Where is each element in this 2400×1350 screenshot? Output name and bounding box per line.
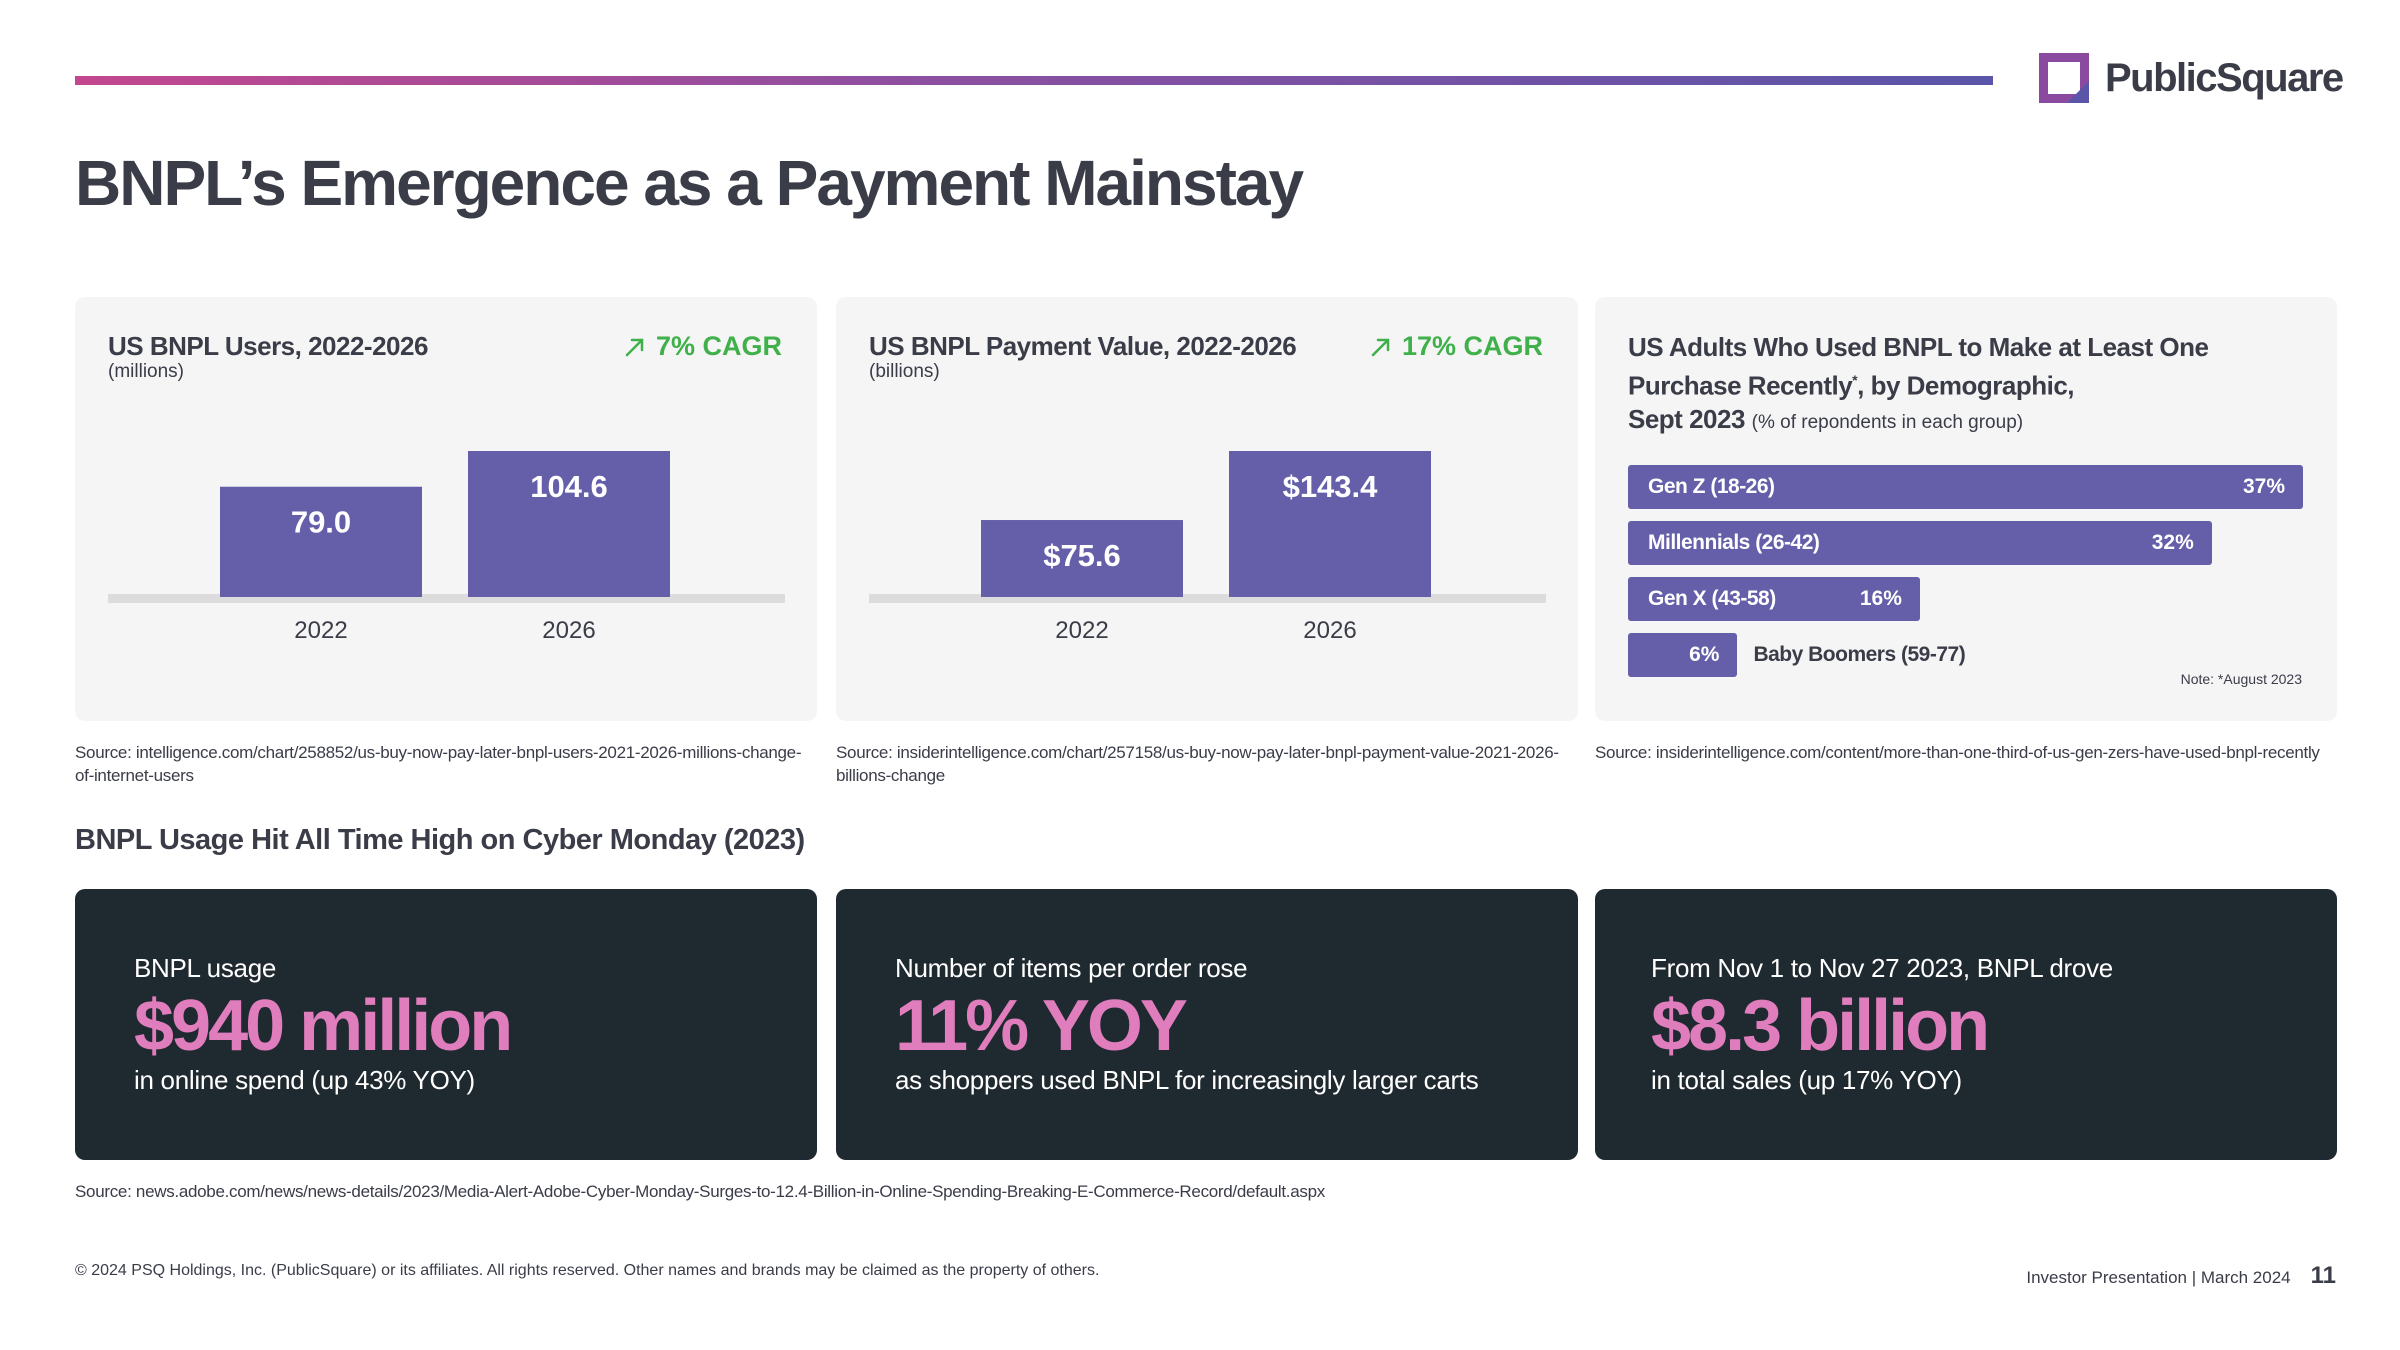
- value-chart-card: US BNPL Payment Value, 2022-2026 (billio…: [836, 297, 1578, 721]
- page-number: 11: [2310, 1262, 2336, 1289]
- hbar-row: 6% Baby Boomers (59-77): [1628, 633, 1966, 677]
- users-source: Source: intelligence.com/chart/258852/us…: [75, 743, 802, 785]
- value-cagr-text: 17% CAGR: [1401, 331, 1543, 361]
- value-chart-title: US BNPL Payment Value, 2022-2026: [869, 331, 1297, 361]
- value-chart-subtitle: (billions): [869, 361, 940, 382]
- users-bar-chart: 79.0 2022 104.6 2026: [108, 451, 785, 644]
- hbar-row: Gen Z (18-26) 37%: [1628, 465, 2303, 509]
- cyber-monday-source: Source: news.adobe.com/news/news-details…: [75, 1182, 1325, 1201]
- cyber-monday-section-title: BNPL Usage Hit All Time High on Cyber Mo…: [75, 824, 805, 856]
- demo-title-line1: US Adults Who Used BNPL to Make at Least…: [1628, 332, 2209, 362]
- bar-value-label: $143.4: [1283, 469, 1379, 504]
- demo-title-asterisk: *: [1852, 372, 1858, 388]
- x-tick-label: 2026: [542, 617, 595, 644]
- x-tick-label: 2022: [1055, 617, 1108, 644]
- bar-2026: [468, 451, 670, 597]
- publicsquare-logo: PublicSquare: [2039, 53, 2344, 103]
- demo-title-line2: Purchase Recently: [1628, 370, 1853, 401]
- stat-card-online-spend: BNPL usage $940 million in online spend …: [75, 889, 817, 1160]
- hbar-category-label: Gen X (43-58): [1648, 587, 1776, 610]
- stat-big-number: $8.3 billion: [1651, 986, 1990, 1066]
- demographic-source: Source: insiderintelligence.com/content/…: [1595, 743, 2320, 762]
- trend-up-arrow-icon: [1371, 338, 1390, 356]
- page-title: BNPL’s Emergence as a Payment Mainstay: [75, 147, 1304, 219]
- copyright-text: © 2024 PSQ Holdings, Inc. (PublicSquare)…: [75, 1262, 1100, 1279]
- value-cagr-badge: 17% CAGR: [1370, 331, 1543, 362]
- footer-info: Investor Presentation | March 2024 11: [2026, 1262, 2336, 1290]
- bar-value-label: 104.6: [530, 469, 608, 504]
- hbar-Baby Boomers (59-77): 6%: [1628, 633, 1738, 677]
- bar-value-label: 79.0: [291, 505, 351, 540]
- users-chart-card: US BNPL Users, 2022-2026 (millions) 7% C…: [75, 297, 817, 721]
- logo-square-icon: [2039, 53, 2089, 103]
- stat-big-number: $940 million: [134, 986, 513, 1066]
- stat-card-total-sales: From Nov 1 to Nov 27 2023, BNPL drove $8…: [1595, 889, 2337, 1160]
- users-chart-title: US BNPL Users, 2022-2026: [108, 331, 428, 361]
- stat-pre-text: Number of items per order rose: [895, 953, 1248, 983]
- x-tick-label: 2022: [294, 617, 347, 644]
- hbar-row: Millennials (26-42) 32%: [1628, 521, 2212, 565]
- demographic-chart-card: US Adults Who Used BNPL to Make at Least…: [1595, 297, 2337, 721]
- chart-baseline: [869, 594, 1546, 603]
- demo-title-line3: Sept 2023: [1628, 403, 1745, 434]
- demo-title-unit: (% of repondents in each group): [1751, 411, 2024, 433]
- demographic-chart-title: US Adults Who Used BNPL to Make at Least…: [1628, 331, 2288, 439]
- stat-card-items-per-order: Number of items per order rose 11% YOY a…: [836, 889, 1578, 1160]
- hbar-value-label: 6%: [1689, 643, 1720, 666]
- value-source: Source: insiderintelligence.com/chart/25…: [836, 743, 1559, 785]
- bar-value-label: $75.6: [1043, 538, 1121, 573]
- header-gradient-bar: [75, 76, 1993, 85]
- users-chart-subtitle: (millions): [108, 361, 184, 382]
- bar-2022: [981, 520, 1183, 597]
- demographic-note: Note: *August 2023: [2180, 671, 2302, 687]
- stat-post-text: as shoppers used BNPL for increasingly l…: [895, 1065, 1479, 1095]
- hbar-category-label: Gen Z (18-26): [1648, 475, 1775, 498]
- presentation-label: Investor Presentation | March 2024: [2026, 1268, 2291, 1287]
- hbar-Gen Z (18-26): Gen Z (18-26) 37%: [1628, 465, 2303, 509]
- trend-up-arrow-icon: [625, 338, 644, 356]
- bar-2026: [1229, 451, 1431, 597]
- hbar-value-label: 37%: [2242, 475, 2285, 498]
- hbar-Millennials (26-42): Millennials (26-42) 32%: [1628, 521, 2212, 565]
- demo-title-line2b: , by Demographic,: [1857, 370, 2075, 401]
- stat-pre-text: From Nov 1 to Nov 27 2023, BNPL drove: [1651, 953, 2113, 983]
- hbar-category-label: Baby Boomers (59-77): [1753, 643, 1966, 666]
- x-tick-label: 2026: [1303, 617, 1356, 644]
- hbar-row: Gen X (43-58) 16%: [1628, 577, 1920, 621]
- bar-2022: [220, 486, 422, 597]
- chart-baseline: [108, 594, 785, 603]
- value-bar-chart: $75.6 2022 $143.4 2026: [869, 451, 1546, 644]
- users-cagr-badge: 7% CAGR: [624, 331, 782, 362]
- users-cagr-text: 7% CAGR: [655, 331, 782, 361]
- hbar-Gen X (43-58): Gen X (43-58) 16%: [1628, 577, 1920, 621]
- stat-pre-text: BNPL usage: [134, 953, 277, 983]
- hbar-value-label: 32%: [2151, 531, 2194, 554]
- stat-big-number: 11% YOY: [895, 986, 1188, 1066]
- stat-post-text: in online spend (up 43% YOY): [134, 1065, 475, 1095]
- logo-text: PublicSquare: [2105, 55, 2344, 100]
- hbar-category-label: Millennials (26-42): [1648, 531, 1820, 554]
- hbar-value-label: 16%: [1859, 587, 1902, 610]
- stat-post-text: in total sales (up 17% YOY): [1651, 1065, 1962, 1095]
